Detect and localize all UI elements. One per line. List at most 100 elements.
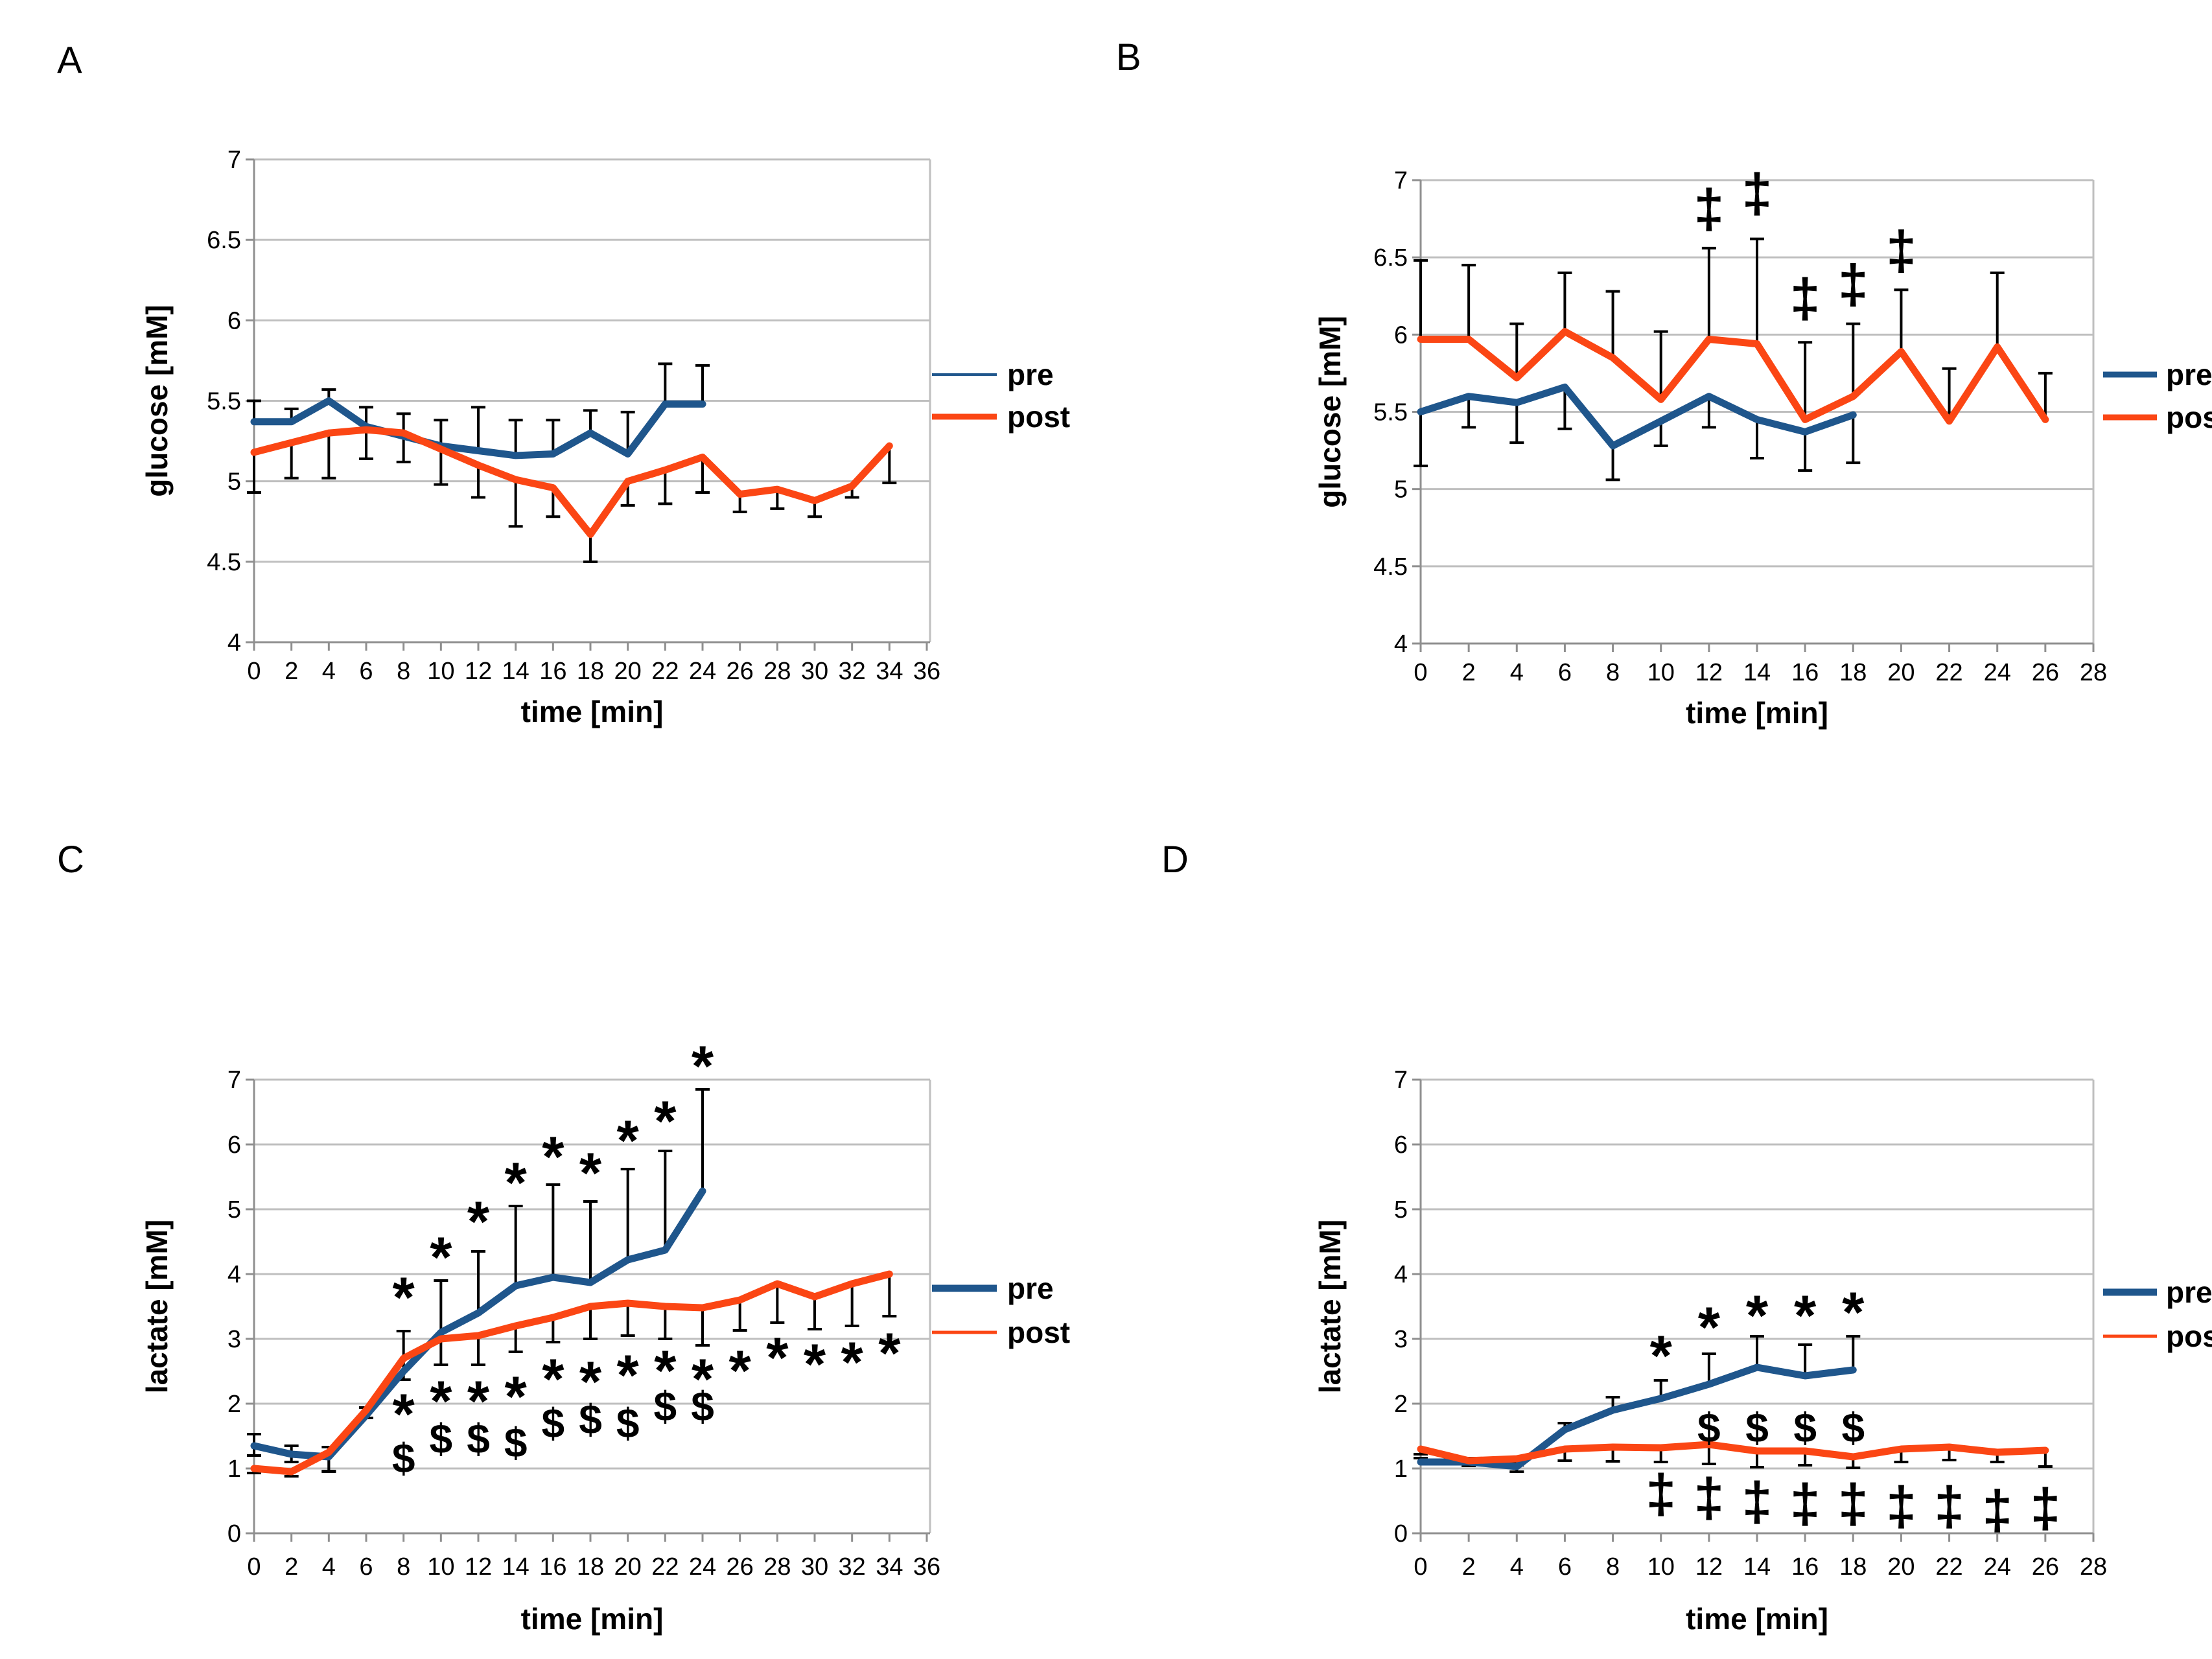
x-tick-label: 28 (2080, 659, 2107, 686)
series-line-pre (250, 1187, 706, 1461)
y-tick-label: 0 (1394, 1520, 1408, 1548)
x-tick-label: 24 (689, 658, 716, 685)
y-tick-label: 6 (227, 307, 241, 334)
x-tick-label: 10 (427, 1553, 454, 1581)
x-tick-label: 26 (727, 658, 754, 685)
x-tick-label: 14 (1743, 659, 1771, 686)
x-tick-label: 20 (1887, 659, 1915, 686)
significance-double-dagger: ‡ (1694, 178, 1724, 239)
x-tick-label: 22 (1935, 659, 1962, 686)
significance-asterisk: * (1842, 1280, 1865, 1344)
x-tick-label: 4 (322, 1553, 336, 1581)
x-axis-title: time [min] (521, 695, 664, 728)
significance-double-dagger: ‡ (1838, 1473, 1869, 1534)
significance-dollar: $ (691, 1383, 714, 1430)
significance-double-dagger: ‡ (1886, 220, 1916, 281)
series-line-post (1417, 1441, 2049, 1465)
x-tick-label: 6 (359, 658, 373, 685)
y-tick-label: 4 (227, 1261, 241, 1288)
x-tick-label: 16 (1791, 659, 1819, 686)
significance-dollar: $ (504, 1419, 528, 1466)
y-tick-label: 5.5 (207, 388, 241, 415)
x-tick-label: 32 (839, 658, 866, 685)
x-tick-label: 18 (577, 658, 604, 685)
x-tick-label: 10 (1647, 1553, 1675, 1581)
significance-dollar: $ (430, 1415, 453, 1462)
significance-asterisk-lower: * (542, 1347, 565, 1411)
x-tick-label: 4 (1510, 1553, 1524, 1581)
x-tick-label: 8 (397, 658, 410, 685)
legend-label-pre: pre (1007, 1271, 1054, 1305)
significance-asterisk-lower: * (729, 1338, 752, 1402)
y-tick-label: 5 (1394, 1196, 1408, 1224)
y-tick-label: 5.5 (1373, 399, 1408, 426)
series-line-pre (250, 397, 706, 459)
significance-double-dagger: ‡ (1646, 1463, 1676, 1524)
significance-asterisk: * (1746, 1283, 1769, 1347)
x-tick-label: 14 (502, 1553, 530, 1581)
significance-dollar: $ (1697, 1404, 1721, 1451)
x-tick-label: 36 (913, 658, 940, 685)
y-tick-label: 5 (227, 1196, 241, 1224)
significance-asterisk-lower: * (393, 1382, 415, 1446)
significance-asterisk: * (1650, 1323, 1673, 1387)
y-tick-label: 0 (227, 1520, 241, 1548)
significance-asterisk-upper: * (579, 1141, 602, 1205)
y-tick-label: 4.5 (1373, 553, 1408, 581)
y-axis-title: glucose [mM] (140, 305, 174, 496)
panel-b: B44.555.566.570 2 4 6 8 10 12 14 16 18 20 22 24 26 28t… (1116, 36, 2212, 730)
significance-asterisk-lower: * (505, 1364, 528, 1428)
y-tick-label: 5 (1394, 476, 1408, 504)
significance-asterisk-lower: * (692, 1347, 714, 1411)
y-tick-label: 7 (227, 1067, 241, 1094)
significance-dollar: $ (467, 1415, 490, 1462)
x-tick-label: 8 (1606, 1553, 1620, 1581)
x-tick-label: 26 (2032, 659, 2059, 686)
significance-asterisk-upper: * (617, 1108, 640, 1172)
x-tick-label: 14 (502, 658, 530, 685)
y-tick-label: 6 (1394, 1131, 1408, 1159)
y-tick-label: 1 (227, 1456, 241, 1483)
x-tick-label: 0 (1414, 1553, 1427, 1581)
x-tick-label: 16 (539, 658, 566, 685)
y-tick-label: 6 (1394, 321, 1408, 349)
y-tick-label: 7 (1394, 167, 1408, 194)
y-tick-label: 4 (227, 629, 241, 656)
series-line-post (250, 426, 893, 539)
legend-label-post: post (2166, 400, 2212, 434)
x-tick-label: 6 (1558, 1553, 1572, 1581)
significance-dollar: $ (392, 1435, 415, 1481)
y-tick-label: 5 (227, 469, 241, 496)
x-tick-label: 0 (247, 658, 261, 685)
x-tick-label: 6 (1558, 659, 1572, 686)
x-tick-label: 36 (913, 1553, 940, 1581)
x-tick-label: 32 (839, 1553, 866, 1581)
x-tick-label: 22 (651, 658, 679, 685)
x-axis-title: time [min] (1686, 1602, 1828, 1636)
significance-asterisk-lower: * (878, 1321, 901, 1385)
y-tick-label: 6.5 (1373, 244, 1408, 272)
y-tick-label: 4 (1394, 1261, 1408, 1288)
series-line-pre (1417, 383, 1857, 450)
x-tick-label: 34 (876, 1553, 903, 1581)
x-tick-label: 16 (1791, 1553, 1819, 1581)
legend-label-post: post (2166, 1319, 2212, 1353)
x-tick-label: 2 (1462, 1553, 1476, 1581)
x-tick-label: 0 (1414, 659, 1427, 686)
x-tick-label: 8 (1606, 659, 1620, 686)
x-tick-label: 4 (1510, 659, 1524, 686)
significance-asterisk-lower: * (579, 1349, 602, 1413)
significance-dollar: $ (1841, 1404, 1865, 1451)
x-tick-label: 18 (577, 1553, 604, 1581)
x-tick-label: 10 (1647, 659, 1675, 686)
y-tick-label: 3 (1394, 1326, 1408, 1353)
x-tick-label: 10 (427, 658, 454, 685)
x-tick-label: 16 (539, 1553, 566, 1581)
significance-double-dagger: ‡ (1934, 1476, 1964, 1537)
y-tick-label: 4 (1394, 631, 1408, 658)
panel-a: A44.555.566.570 2 4 6 8 10 12 14 16 18 20 22 24 26 28 3… (57, 40, 1070, 728)
x-tick-label: 28 (763, 1553, 791, 1581)
panel-letter: A (57, 40, 82, 82)
x-tick-label: 26 (727, 1553, 754, 1581)
